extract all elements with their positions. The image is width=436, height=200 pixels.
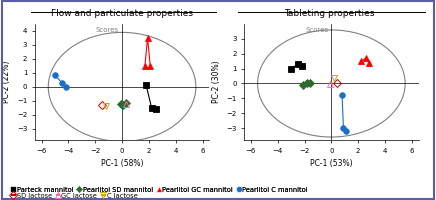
Text: Scores: Scores: [96, 27, 119, 33]
Y-axis label: PC-2 (30%): PC-2 (30%): [211, 61, 221, 103]
Text: Flow and particulate properties: Flow and particulate properties: [51, 9, 193, 18]
Legend: SD lactose, GC lactose, C lactose: SD lactose, GC lactose, C lactose: [12, 193, 137, 199]
Legend: Parteck mannitol, Pearlitol SD mannitol, Pearlitol GC mannitol, Pearlitol C mann: Parteck mannitol, Pearlitol SD mannitol,…: [12, 187, 308, 193]
Text: Scores: Scores: [305, 27, 328, 33]
X-axis label: PC-1 (53%): PC-1 (53%): [310, 159, 353, 168]
Y-axis label: PC-2 (22%): PC-2 (22%): [2, 61, 11, 103]
X-axis label: PC-1 (58%): PC-1 (58%): [101, 159, 143, 168]
Text: Tableting properties: Tableting properties: [284, 9, 375, 18]
